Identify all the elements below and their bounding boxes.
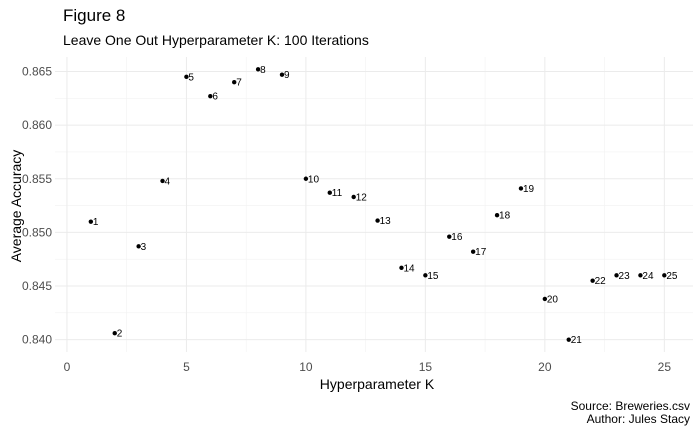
data-point [232, 80, 237, 85]
data-label: 7 [236, 78, 242, 89]
x-axis-title: Hyperparameter K [320, 376, 435, 392]
data-label: 3 [141, 242, 147, 253]
figure-title: Figure 8 [63, 6, 126, 25]
data-point [447, 234, 452, 239]
data-point [184, 74, 189, 80]
data-label: 19 [523, 184, 535, 195]
data-label: 20 [547, 294, 559, 305]
caption: Source: Breweries.csv Author: Jules Stac… [571, 400, 690, 426]
y-tick-label: 0.850 [22, 225, 52, 239]
data-point [518, 186, 524, 191]
figure-subtitle: Leave One Out Hyperparameter K: 100 Iter… [63, 32, 369, 48]
data-label: 17 [475, 247, 487, 258]
data-point [112, 331, 117, 336]
data-point [638, 273, 643, 278]
x-tick-label: 0 [64, 360, 71, 374]
data-point [662, 273, 667, 278]
data-label: 15 [427, 271, 439, 282]
data-label: 8 [260, 65, 266, 76]
data-point [470, 249, 476, 254]
data-point [375, 218, 380, 223]
data-label: 11 [332, 188, 343, 199]
data-label: 24 [642, 271, 654, 282]
x-tick-label: 5 [183, 360, 190, 374]
caption-author: Author: Jules Stacy [586, 412, 690, 426]
data-point [423, 273, 428, 278]
data-label: 21 [571, 335, 583, 346]
data-label: 1 [93, 217, 99, 228]
data-point [160, 178, 165, 184]
data-point [327, 190, 332, 195]
data-label: 12 [356, 192, 368, 203]
y-tick-label: 0.845 [22, 279, 52, 293]
data-point [590, 278, 595, 283]
data-label: 18 [499, 211, 511, 222]
data-label: 2 [117, 329, 123, 340]
data-label: 16 [451, 232, 463, 243]
data-point [136, 244, 141, 249]
data-point [399, 265, 404, 270]
data-point [255, 67, 261, 72]
data-point [542, 296, 548, 302]
data-point [208, 93, 213, 99]
caption-source: Source: Breweries.csv [570, 399, 690, 413]
data-label: 13 [380, 216, 392, 227]
x-tick-label: 15 [419, 360, 433, 374]
data-label: 10 [308, 174, 320, 185]
data-point [494, 213, 500, 218]
x-tick-label: 10 [299, 360, 313, 374]
y-tick-label: 0.865 [22, 64, 52, 78]
data-label: 22 [595, 276, 607, 287]
data-label: 4 [165, 176, 171, 187]
data-point [88, 219, 94, 224]
y-axis-title: Average Accuracy [8, 150, 24, 263]
data-point [566, 337, 571, 342]
y-tick-label: 0.855 [22, 172, 52, 186]
data-label: 6 [212, 92, 218, 103]
data-point [614, 273, 619, 278]
data-point [351, 194, 356, 200]
x-tick-label: 20 [538, 360, 552, 374]
data-label: 5 [188, 72, 194, 83]
x-tick-label: 25 [658, 360, 672, 374]
data-label: 9 [284, 70, 290, 81]
data-point [279, 72, 285, 77]
y-tick-label: 0.860 [22, 118, 52, 132]
data-label: 23 [619, 271, 631, 282]
data-point [303, 176, 309, 181]
y-tick-label: 0.840 [22, 333, 52, 347]
data-label: 14 [403, 263, 415, 274]
grid-lines [55, 57, 693, 352]
data-label: 25 [666, 271, 678, 282]
